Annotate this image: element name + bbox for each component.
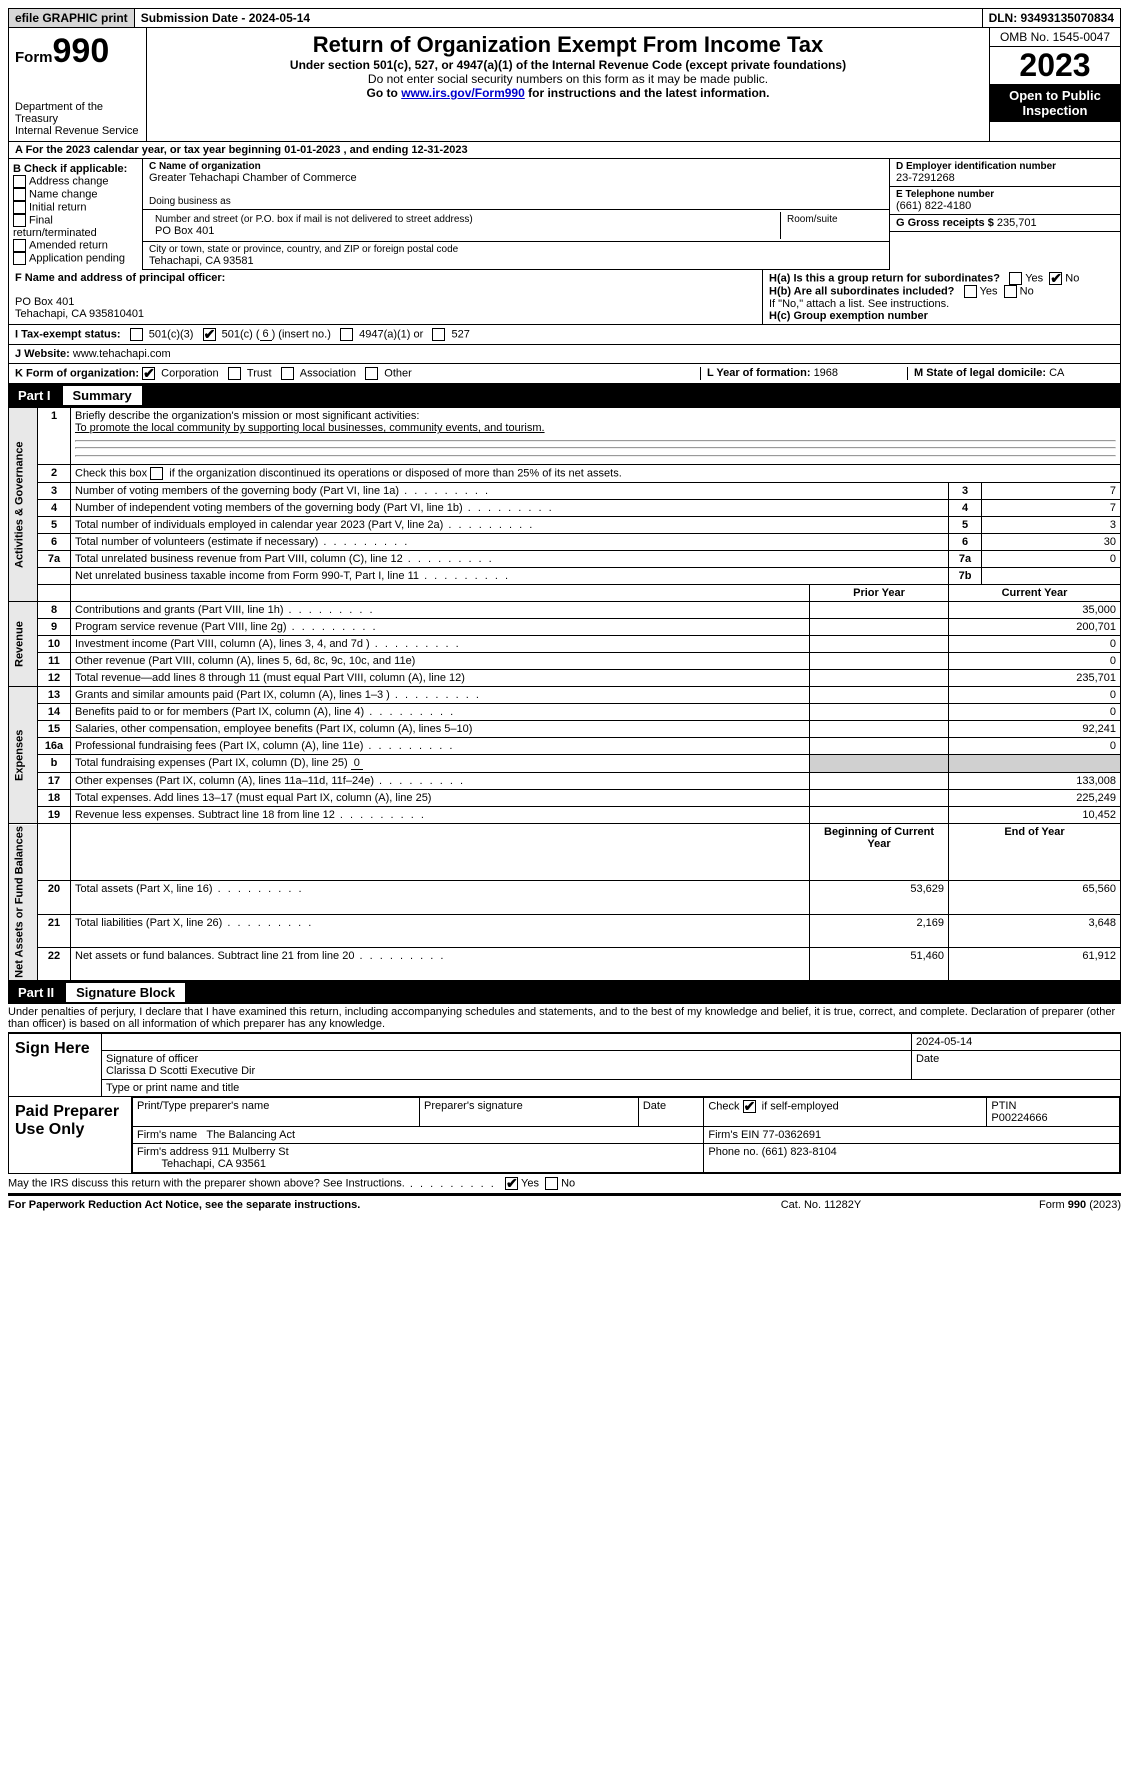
- summary-table: Activities & Governance 1 Briefly descri…: [8, 407, 1121, 981]
- form-header: Form990 Department of the Treasury Inter…: [8, 28, 1121, 142]
- check-initial[interactable]: [13, 201, 26, 214]
- chk-self-employed[interactable]: [743, 1100, 756, 1113]
- col-c-org: C Name of organization Greater Tehachapi…: [143, 159, 890, 270]
- vlabel-expenses: Expenses: [9, 687, 38, 824]
- officer-name: Clarissa D Scotti Executive Dir: [106, 1065, 255, 1077]
- vlabel-net-assets: Net Assets or Fund Balances: [9, 824, 38, 981]
- hb-no[interactable]: [1004, 285, 1017, 298]
- officer-addr2: Tehachapi, CA 935810401: [15, 308, 756, 320]
- chk-discontinued[interactable]: [150, 467, 163, 480]
- discuss-yes[interactable]: [505, 1177, 518, 1190]
- perjury-declaration: Under penalties of perjury, I declare th…: [8, 1004, 1121, 1032]
- gross-receipts: 235,701: [997, 217, 1037, 229]
- tax-year-row: A For the 2023 calendar year, or tax yea…: [8, 142, 1121, 159]
- col-b-check: B Check if applicable: Address change Na…: [9, 159, 143, 270]
- org-name: Greater Tehachapi Chamber of Commerce: [149, 172, 883, 184]
- goto-line: Go to www.irs.gov/Form990 for instructio…: [151, 86, 985, 100]
- chk-527[interactable]: [432, 328, 445, 341]
- return-title: Return of Organization Exempt From Incom…: [151, 32, 985, 58]
- check-final[interactable]: [13, 214, 26, 227]
- website-url: www.tehachapi.com: [73, 348, 171, 360]
- discuss-row: May the IRS discuss this return with the…: [8, 1174, 1121, 1194]
- efile-label: efile GRAPHIC print: [9, 9, 135, 27]
- chk-trust[interactable]: [228, 367, 241, 380]
- part2-header: Part II Signature Block: [8, 981, 1121, 1004]
- check-amended[interactable]: [13, 239, 26, 252]
- irs-label: Internal Revenue Service: [15, 125, 140, 137]
- officer-addr1: PO Box 401: [15, 296, 756, 308]
- footer: For Paperwork Reduction Act Notice, see …: [8, 1194, 1121, 1214]
- check-address[interactable]: [13, 175, 26, 188]
- telephone-value: (661) 822-4180: [896, 200, 1114, 212]
- section-f-h: F Name and address of principal officer:…: [8, 270, 1121, 325]
- row-j-website: J Website: www.tehachapi.com: [8, 345, 1121, 364]
- col-d-info: D Employer identification number 23-7291…: [890, 159, 1120, 270]
- ha-no[interactable]: [1049, 272, 1062, 285]
- dept-treasury: Department of the Treasury: [15, 101, 140, 125]
- form-number: 990: [53, 32, 110, 70]
- hb-yes[interactable]: [964, 285, 977, 298]
- ein-value: 23-7291268: [896, 172, 1114, 184]
- ssn-note: Do not enter social security numbers on …: [151, 72, 985, 86]
- ha-yes[interactable]: [1009, 272, 1022, 285]
- form990-link[interactable]: www.irs.gov/Form990: [401, 86, 525, 100]
- mission-text: To promote the local community by suppor…: [75, 422, 545, 434]
- row-i-tax-status: I Tax-exempt status: 501(c)(3) 501(c) (6…: [8, 325, 1121, 345]
- firm-name: The Balancing Act: [206, 1129, 295, 1141]
- part1-header: Part I Summary: [8, 384, 1121, 407]
- chk-501c3[interactable]: [130, 328, 143, 341]
- chk-501c[interactable]: [203, 328, 216, 341]
- street-address: PO Box 401: [155, 225, 774, 237]
- vlabel-governance: Activities & Governance: [9, 408, 38, 602]
- open-public-inspection: Open to Public Inspection: [990, 84, 1120, 122]
- discuss-no[interactable]: [545, 1177, 558, 1190]
- chk-4947[interactable]: [340, 328, 353, 341]
- check-app-pending[interactable]: [13, 252, 26, 265]
- tax-year: 2023: [990, 47, 1120, 84]
- chk-corp[interactable]: [142, 367, 155, 380]
- chk-other[interactable]: [365, 367, 378, 380]
- omb-number: OMB No. 1545-0047: [990, 28, 1120, 47]
- top-bar: efile GRAPHIC print Submission Date - 20…: [8, 8, 1121, 28]
- vlabel-revenue: Revenue: [9, 602, 38, 687]
- dln-label: DLN: 93493135070834: [983, 9, 1120, 27]
- row-k: K Form of organization: Corporation Trus…: [8, 364, 1121, 384]
- chk-assoc[interactable]: [281, 367, 294, 380]
- form-label: Form: [15, 49, 53, 66]
- check-name[interactable]: [13, 188, 26, 201]
- subtitle: Under section 501(c), 527, or 4947(a)(1)…: [151, 58, 985, 72]
- section-bcd: B Check if applicable: Address change Na…: [8, 159, 1121, 270]
- city-state-zip: Tehachapi, CA 93581: [149, 255, 883, 267]
- submission-date: Submission Date - 2024-05-14: [135, 9, 983, 27]
- signature-block: Sign Here 2024-05-14 Signature of office…: [8, 1032, 1121, 1174]
